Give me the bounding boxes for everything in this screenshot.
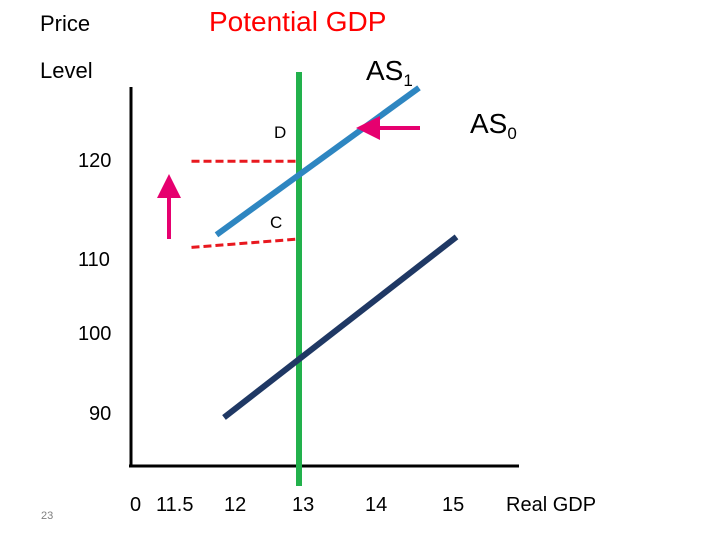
y-tick-label: 110 [78,249,110,271]
x-tick-label: 13 [292,494,315,516]
as0-label: AS0 [470,108,517,143]
series-line-as1 [214,85,421,238]
x-axis-label: Real GDP [506,494,597,516]
reference-line-c [191,237,300,249]
potential-gdp-title: Potential GDP [209,6,387,37]
series-line-as0 [222,234,459,420]
x-tick-label: 14 [365,494,388,516]
y-tick-label: 120 [78,150,112,172]
x-tick-label: 15 [442,494,465,516]
y-axis-label-price: Price [40,11,91,36]
x-tick-label: 11.5 [156,494,194,516]
y-tick-label: 90 [89,403,112,425]
y-axis-label-level: Level [40,58,93,83]
as1-label: AS1 [366,55,413,90]
y-tick-label: 100 [78,323,112,345]
point-c-label: C [270,213,283,232]
x-tick-label: 12 [224,494,247,516]
point-d-label: D [274,123,287,142]
slide-number: 23 [41,510,54,522]
x-tick-label: 0 [130,494,142,516]
